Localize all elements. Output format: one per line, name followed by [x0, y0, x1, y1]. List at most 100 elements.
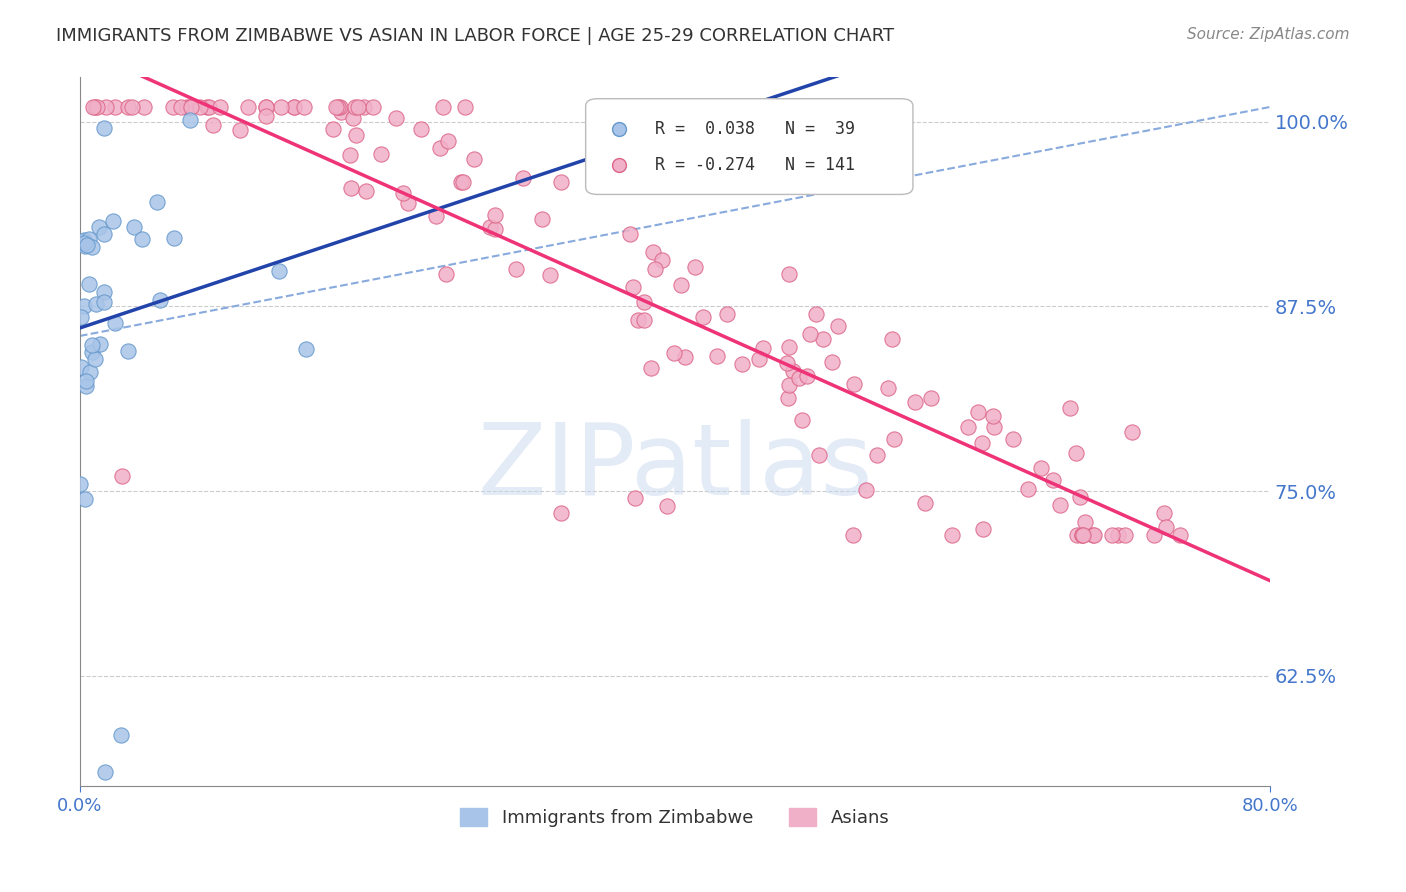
Point: [425, 210, 447, 224]
Point: [505, 262, 527, 277]
Point: [75, 239, 97, 253]
Point: [76, 238, 98, 252]
Point: [619, 227, 641, 241]
Point: [550, 506, 572, 520]
Point: [972, 436, 994, 450]
Point: [75, 491, 97, 506]
Point: [842, 377, 865, 392]
Point: [983, 420, 1005, 434]
Point: [344, 128, 367, 142]
Point: [86, 100, 108, 114]
Point: [169, 100, 191, 114]
Point: [1017, 482, 1039, 496]
Point: [1153, 506, 1175, 520]
Point: [643, 244, 665, 259]
Point: [80, 240, 103, 254]
Point: [149, 293, 172, 308]
Point: [283, 100, 305, 114]
Point: [799, 327, 821, 342]
Point: [811, 332, 834, 346]
Point: [209, 100, 232, 114]
Point: [1031, 461, 1053, 475]
Text: IMMIGRANTS FROM ZIMBABWE VS ASIAN IN LABOR FORCE | AGE 25-29 CORRELATION CHART: IMMIGRANTS FROM ZIMBABWE VS ASIAN IN LAB…: [56, 27, 894, 45]
Text: ZIPatlas: ZIPatlas: [477, 419, 873, 516]
Point: [778, 377, 800, 392]
Point: [1101, 528, 1123, 542]
Point: [342, 111, 364, 125]
Point: [538, 268, 561, 282]
Point: [1154, 520, 1177, 534]
Point: [283, 100, 305, 114]
Point: [877, 381, 900, 395]
Point: [77, 232, 100, 246]
Point: [176, 100, 198, 114]
Point: [1049, 499, 1071, 513]
Point: [121, 100, 143, 114]
Point: [84, 100, 107, 114]
Point: [82, 345, 104, 359]
Point: [1064, 446, 1087, 460]
Point: [93, 295, 115, 310]
Point: [716, 307, 738, 321]
Point: [778, 391, 800, 405]
Point: [787, 371, 810, 385]
Point: [804, 307, 827, 321]
Point: [254, 100, 277, 114]
Point: [134, 100, 156, 114]
Point: [479, 219, 502, 234]
Point: [163, 231, 186, 245]
Legend: Immigrants from Zimbabwe, Asians: Immigrants from Zimbabwe, Asians: [453, 800, 897, 834]
Point: [198, 100, 221, 114]
Point: [1107, 528, 1129, 542]
Point: [188, 100, 211, 114]
Point: [1066, 528, 1088, 542]
Point: [94, 100, 117, 114]
Point: [94, 764, 117, 779]
Point: [82, 338, 104, 352]
Point: [101, 214, 124, 228]
Point: [731, 358, 754, 372]
Point: [904, 394, 927, 409]
Point: [669, 278, 692, 293]
Point: [409, 122, 432, 136]
Point: [748, 352, 770, 367]
Point: [1114, 528, 1136, 542]
Point: [627, 313, 650, 327]
Point: [292, 100, 315, 114]
Point: [73, 299, 96, 313]
Point: [692, 310, 714, 325]
Point: [344, 100, 367, 114]
Point: [79, 365, 101, 379]
Point: [93, 227, 115, 242]
Point: [270, 100, 292, 114]
Point: [325, 100, 347, 114]
Point: [339, 181, 361, 195]
Text: R =  0.038   N =  39: R = 0.038 N = 39: [655, 120, 855, 137]
Point: [967, 405, 990, 419]
Point: [792, 413, 814, 427]
Point: [110, 728, 132, 742]
Text: Source: ZipAtlas.com: Source: ZipAtlas.com: [1187, 27, 1350, 42]
Point: [673, 350, 696, 364]
Point: [855, 483, 877, 498]
Point: [202, 119, 225, 133]
Point: [73, 234, 96, 248]
Point: [484, 222, 506, 236]
Point: [93, 120, 115, 135]
Point: [267, 264, 290, 278]
Point: [1059, 401, 1081, 415]
Point: [1070, 528, 1092, 542]
Point: [117, 344, 139, 359]
Point: [73, 233, 96, 247]
Point: [70, 310, 93, 324]
Point: [865, 449, 887, 463]
Point: [531, 212, 554, 227]
Point: [73, 235, 96, 250]
Point: [451, 175, 474, 189]
Point: [484, 208, 506, 222]
Point: [655, 499, 678, 513]
Point: [752, 341, 775, 355]
Point: [1121, 425, 1143, 439]
Point: [782, 363, 804, 377]
Point: [353, 100, 375, 114]
